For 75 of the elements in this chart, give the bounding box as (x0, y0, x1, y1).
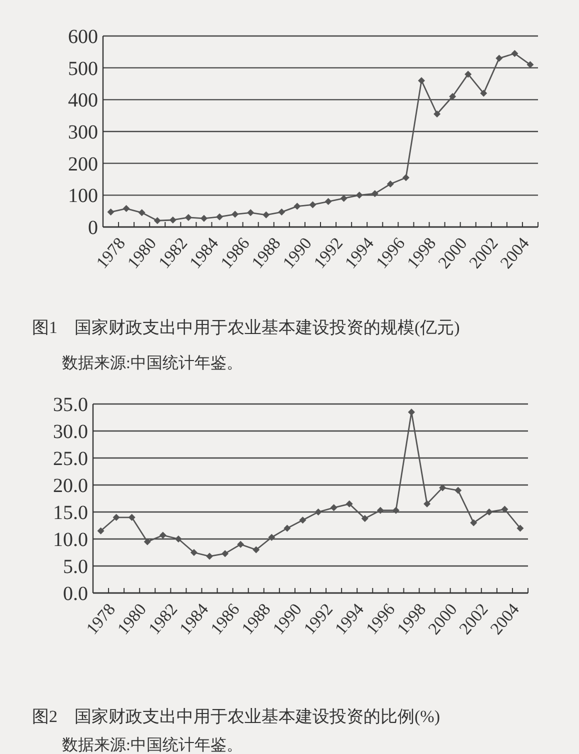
text: 图2 国家财政支出中用于农业基本建设投资的比例(%) (32, 707, 440, 726)
y-tick-label: 0.0 (63, 583, 88, 605)
point (439, 484, 446, 492)
point (392, 506, 400, 514)
source-note: 数据来源:中国统计年鉴。 (62, 736, 242, 754)
y-tick-label: 600 (68, 26, 98, 48)
point (324, 198, 332, 206)
point (330, 504, 338, 512)
point (418, 77, 425, 84)
point (200, 214, 208, 222)
y-tick-label: 200 (68, 153, 98, 176)
text: 图1 国家财政支出中用于农业基本建设投资的规模(亿元) (32, 318, 460, 337)
point (278, 208, 286, 216)
point (237, 540, 244, 548)
source-note: 数据来源:中国统计年鉴。 (62, 354, 242, 372)
point (252, 546, 260, 554)
point (174, 536, 182, 542)
y-tick-label: 15.0 (53, 502, 88, 524)
point (408, 408, 415, 416)
point (511, 50, 518, 58)
point (449, 92, 456, 100)
point (97, 527, 104, 534)
point (262, 211, 270, 218)
point (340, 194, 348, 202)
point (314, 508, 322, 516)
point (284, 524, 291, 532)
point (470, 519, 478, 526)
point (434, 110, 441, 118)
point (376, 506, 384, 514)
point (386, 180, 394, 188)
y-tick-label: 0 (88, 217, 98, 239)
y-tick-label: 100 (68, 185, 98, 208)
point (112, 514, 120, 521)
point (206, 552, 214, 560)
y-tick-label: 10.0 (53, 529, 88, 551)
y-tick-label: 500 (68, 58, 98, 80)
point (268, 534, 276, 541)
point (107, 208, 114, 216)
y-tick-label: 35.0 (53, 394, 88, 416)
point (486, 508, 493, 516)
point (154, 217, 161, 224)
y-tick-label: 5.0 (63, 556, 88, 578)
point (144, 538, 151, 546)
point (216, 213, 224, 220)
point (346, 500, 353, 508)
point (294, 202, 301, 210)
point (480, 90, 488, 97)
point (356, 192, 363, 199)
point (222, 550, 229, 558)
point (184, 214, 192, 221)
y-tick-label: 20.0 (53, 475, 88, 497)
point (516, 524, 524, 532)
point (122, 205, 130, 212)
point (128, 514, 136, 521)
y-tick-label: 25.0 (53, 448, 88, 470)
point (501, 506, 508, 513)
point (190, 549, 198, 556)
point (402, 174, 410, 182)
y-tick-label: 30.0 (53, 421, 88, 443)
point (247, 209, 254, 216)
point (454, 486, 462, 494)
y-tick-label: 400 (68, 90, 98, 112)
point (138, 209, 146, 216)
point (496, 54, 503, 62)
point (299, 516, 306, 524)
y-tick-label: 300 (68, 122, 98, 144)
point (232, 210, 239, 218)
point (309, 201, 316, 208)
point (159, 532, 166, 539)
point (361, 514, 368, 522)
point (424, 500, 431, 508)
point (464, 70, 472, 78)
point (169, 216, 176, 224)
point (526, 61, 534, 68)
point (371, 190, 378, 198)
